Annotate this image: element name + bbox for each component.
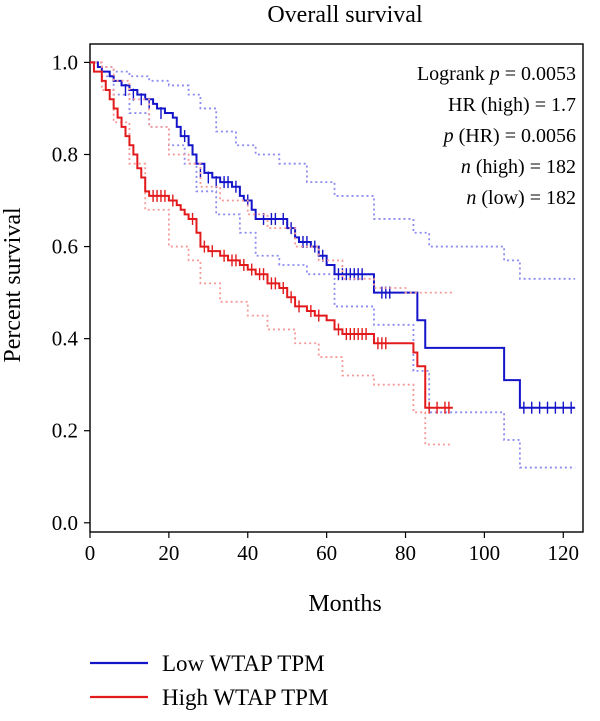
stat-line: n (high) = 182: [461, 156, 576, 178]
stat-post: (low) = 182: [476, 187, 576, 209]
legend-label: High WTAP TPM: [162, 685, 328, 710]
y-tick-label: 0.4: [52, 327, 79, 351]
ci-upper-line: [90, 61, 453, 294]
stat-ital: n: [461, 156, 471, 178]
y-tick-label: 0.8: [52, 142, 78, 166]
stat-line: Logrank p = 0.0053: [417, 63, 576, 85]
survival-curve: [90, 61, 453, 409]
x-tick-label: 40: [237, 541, 258, 565]
legend: Low WTAP TPM High WTAP TPM: [90, 651, 328, 710]
stat-post: = 0.0053: [500, 63, 576, 85]
ci-upper-line: [90, 61, 576, 280]
stats-annotation: Logrank p = 0.0053 HR (high) = 1.7 p (HR) …: [417, 63, 576, 209]
stat-pre: Logrank: [417, 63, 490, 85]
y-tick-label: 0.0: [52, 511, 78, 535]
x-tick-label: 20: [158, 541, 179, 565]
stat-line: n (low) = 182: [466, 187, 576, 209]
x-tick-label: 0: [85, 541, 96, 565]
stat-ital: p: [488, 63, 500, 85]
stat-pre: HR (high) = 1.7: [448, 94, 576, 116]
plot-area: 0 20 40 60 80 100 120 0.0 0.2 0.4 0.6 0.8 1.0: [52, 43, 584, 565]
stat-ital: n: [466, 187, 476, 209]
stat-post: (high) = 182: [471, 156, 576, 178]
plot-frame: [89, 43, 584, 533]
ci-lower-line: [90, 61, 576, 469]
stat-line: p (HR) = 0.0056: [442, 125, 576, 147]
x-axis-label: Months: [308, 591, 381, 617]
legend-label: Low WTAP TPM: [162, 651, 325, 676]
y-tick-label: 0.6: [52, 235, 78, 259]
x-tick-label: 120: [548, 541, 580, 565]
series-1: [90, 61, 453, 446]
y-tick-label: 1.0: [52, 50, 78, 74]
x-tick-label: 80: [395, 541, 416, 565]
stat-ital: p: [442, 125, 454, 147]
y-tick-label: 0.2: [52, 419, 78, 443]
x-tick-label: 100: [469, 541, 501, 565]
x-tick-label: 60: [316, 541, 337, 565]
series-0: [90, 61, 576, 469]
chart-title: Overall survival: [267, 2, 423, 28]
stat-line: HR (high) = 1.7: [448, 94, 576, 116]
y-axis-label: Percent survival: [0, 207, 26, 363]
stat-post: (HR) = 0.0056: [454, 125, 576, 147]
ci-lower-line: [90, 61, 453, 446]
